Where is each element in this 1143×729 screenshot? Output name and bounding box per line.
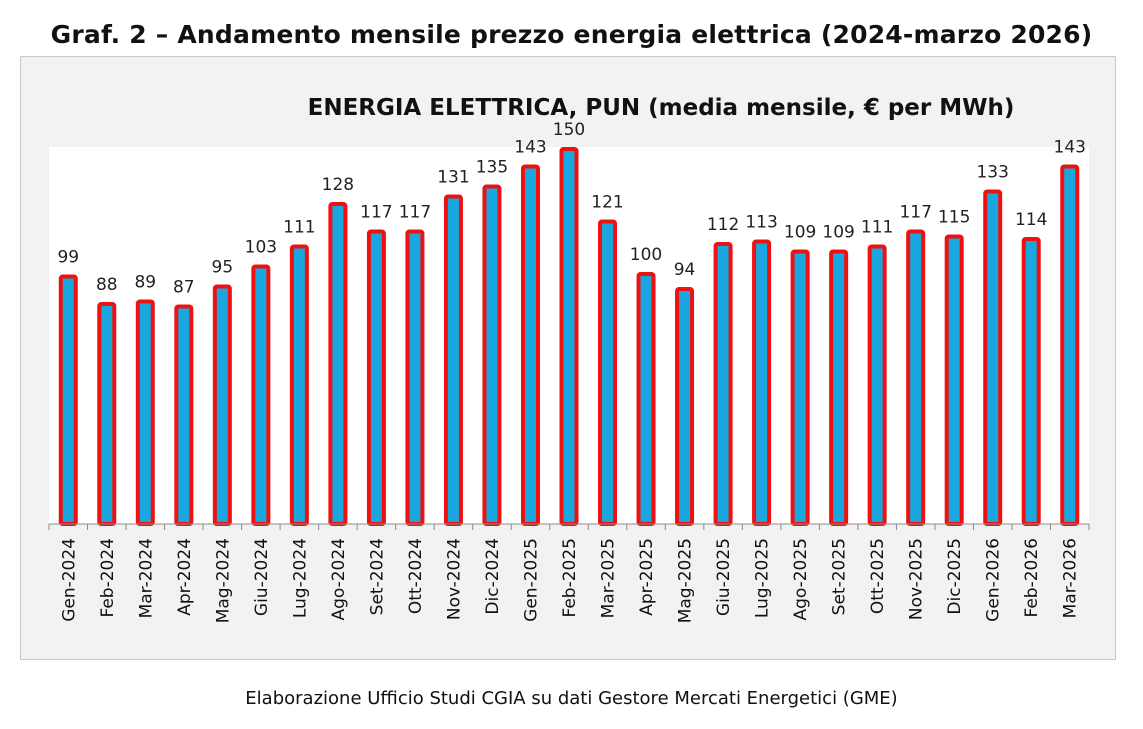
data-label: 117 [399, 203, 431, 223]
data-label: 89 [134, 273, 156, 293]
data-label: 103 [245, 238, 277, 258]
data-label: 128 [322, 175, 354, 195]
x-tick-label: Lug-2025 [753, 538, 773, 618]
bar [251, 264, 271, 526]
x-tick-label: Set-2024 [367, 538, 387, 615]
source-note: Elaborazione Ufficio Studi CGIA su dati … [245, 688, 898, 709]
x-tick-label: Gen-2026 [984, 538, 1004, 622]
x-tick-label: Dic-2024 [483, 538, 503, 615]
data-label: 94 [674, 260, 696, 280]
data-label: 113 [745, 213, 777, 233]
x-ticks-layer [48, 524, 1090, 530]
x-tick-label: Nov-2025 [907, 538, 927, 620]
data-label: 88 [96, 275, 118, 295]
x-tick-label: Ago-2025 [791, 538, 811, 621]
bar [443, 194, 463, 526]
bar [675, 287, 695, 526]
x-tick-label: Ott-2025 [868, 538, 888, 614]
bar [520, 164, 540, 526]
x-tick-label: Mar-2025 [599, 538, 619, 618]
bar [598, 219, 618, 526]
bar [713, 242, 733, 526]
data-label: 95 [212, 258, 234, 278]
bar [97, 302, 117, 526]
data-label: 100 [630, 245, 662, 265]
data-label: 87 [173, 278, 195, 298]
bar [482, 184, 502, 526]
bar [1021, 237, 1041, 526]
bar [636, 272, 656, 526]
data-label: 143 [514, 138, 546, 158]
chart-title: ENERGIA ELETTRICA, PUN (media mensile, €… [308, 95, 1015, 121]
data-labels-layer: 99 88 89 87 95 103 111 128 117 117 131 135 143 150 121… [57, 120, 1086, 298]
figure-heading: Graf. 2 – Andamento mensile prezzo energ… [50, 20, 1093, 49]
x-tick-label: Ago-2024 [329, 538, 349, 621]
bar [983, 189, 1003, 526]
data-label: 135 [476, 158, 508, 178]
bar [366, 229, 386, 526]
x-tick-label: Apr-2024 [175, 538, 195, 616]
data-label: 115 [938, 208, 970, 228]
bar [1060, 164, 1080, 526]
x-tick-label: Mag-2024 [213, 538, 233, 623]
bar [906, 229, 926, 526]
x-tick-label: Feb-2025 [560, 538, 580, 618]
data-label: 111 [861, 218, 893, 238]
bar [289, 244, 309, 526]
data-label: 143 [1054, 138, 1086, 158]
data-label: 109 [784, 223, 816, 243]
data-label: 131 [437, 168, 469, 188]
x-tick-label: Apr-2025 [637, 538, 657, 616]
x-tick-label: Giu-2025 [714, 538, 734, 616]
bar [752, 239, 772, 526]
x-tick-label: Nov-2024 [444, 538, 464, 620]
x-tick-label: Dic-2025 [945, 538, 965, 615]
bar [944, 234, 964, 526]
bar [58, 274, 78, 526]
x-tick-label: Feb-2026 [1022, 538, 1042, 618]
data-label: 150 [553, 120, 585, 140]
bar [867, 244, 887, 526]
bar [212, 284, 232, 526]
bar [790, 249, 810, 526]
x-tick-label: Giu-2024 [252, 538, 272, 616]
bar [405, 229, 425, 526]
x-tick-label: Ott-2024 [406, 538, 426, 614]
data-label: 117 [360, 203, 392, 223]
data-label: 99 [57, 248, 79, 268]
bar [135, 299, 155, 526]
x-tick-label: Gen-2025 [521, 538, 541, 622]
x-tick-label: Mar-2024 [136, 538, 156, 618]
data-label: 133 [976, 163, 1008, 183]
x-tick-label: Lug-2024 [290, 538, 310, 618]
x-tick-label: Gen-2024 [59, 538, 79, 622]
data-label: 114 [1015, 210, 1047, 230]
x-tick-label: Mag-2025 [676, 538, 696, 623]
bar [559, 147, 579, 526]
x-tick-labels-layer: Gen-2024 Feb-2024 Mar-2024 Apr-2024 Mag-2024… [59, 538, 1080, 623]
x-tick-label: Set-2025 [830, 538, 850, 615]
chart-frame: ENERGIA ELETTRICA, PUN (media mensile, €… [20, 56, 1116, 660]
x-tick-label: Feb-2024 [98, 538, 118, 618]
bar [328, 202, 348, 526]
data-label: 117 [899, 203, 931, 223]
data-label: 112 [707, 215, 739, 235]
bar-chart: ENERGIA ELETTRICA, PUN (media mensile, €… [48, 95, 1090, 623]
bar [174, 304, 194, 526]
bar [829, 249, 849, 526]
x-tick-label: Mar-2026 [1061, 538, 1081, 618]
data-label: 121 [591, 193, 623, 213]
data-label: 111 [283, 218, 315, 238]
data-label: 109 [822, 223, 854, 243]
